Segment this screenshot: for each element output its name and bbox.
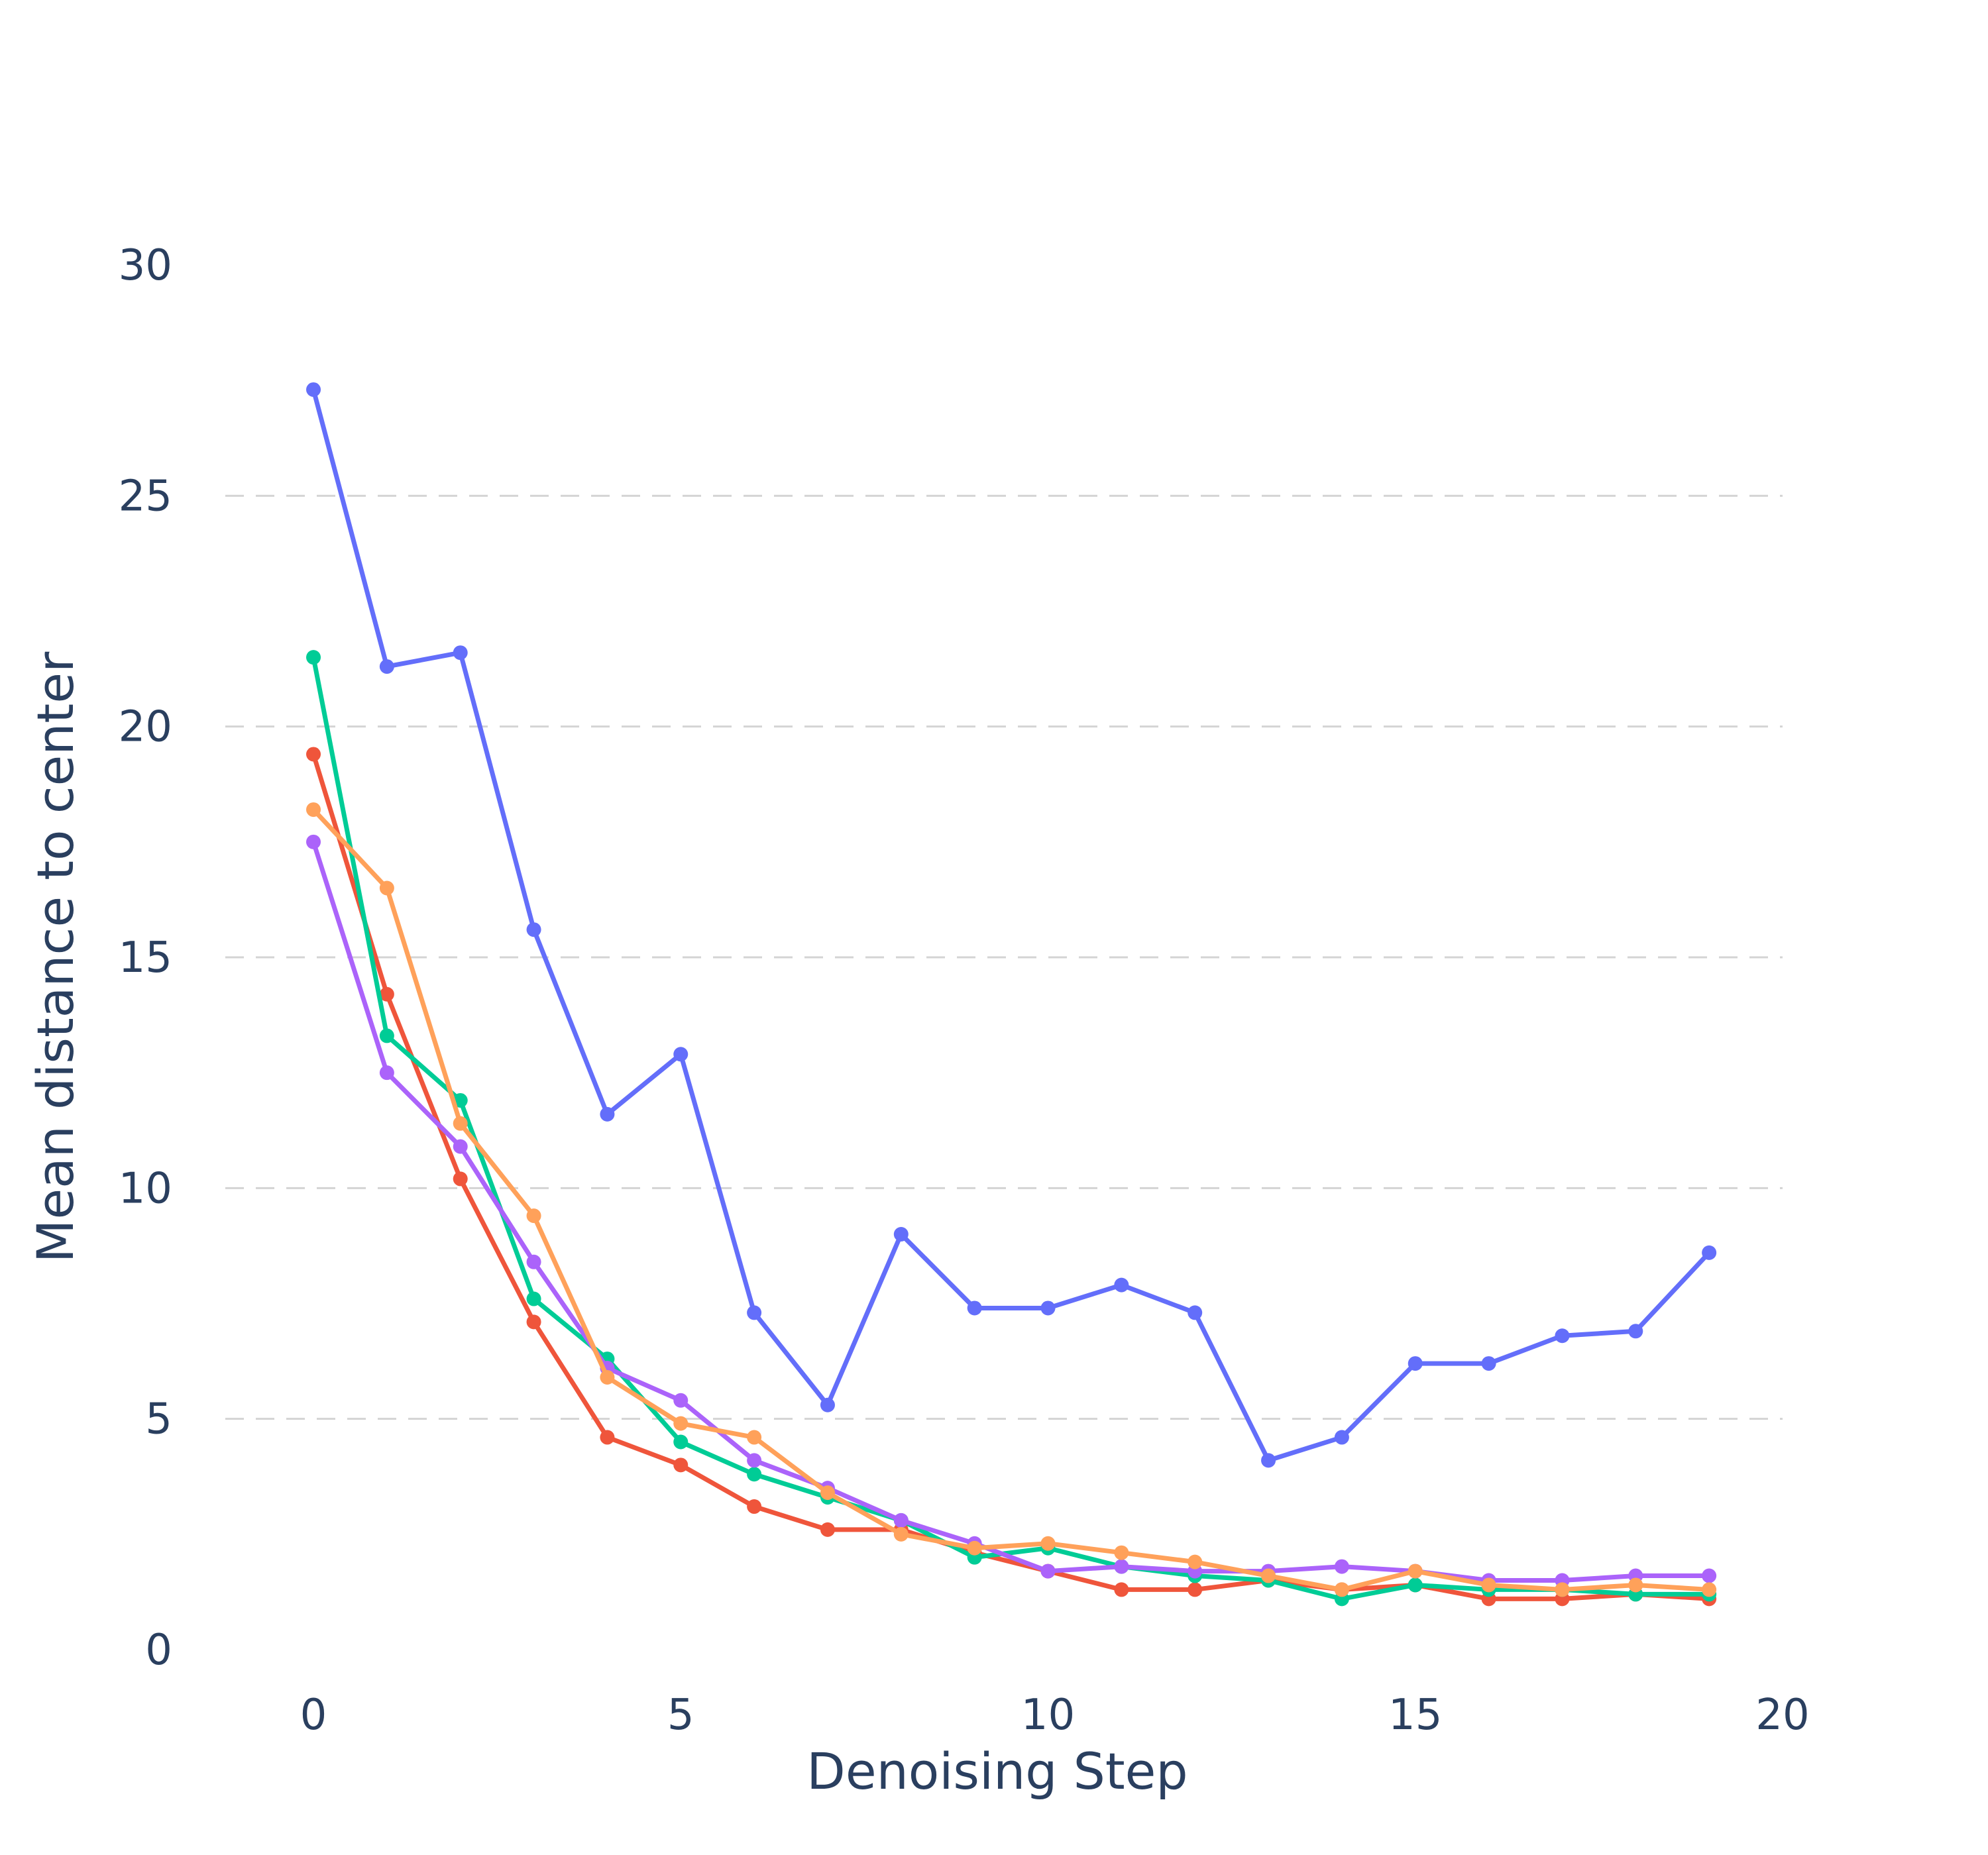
data-point <box>967 1540 982 1556</box>
data-point <box>306 747 321 762</box>
data-point <box>453 1171 468 1187</box>
data-point <box>673 1047 689 1062</box>
series-line <box>311 807 1712 1592</box>
x-tick-labels: 0 5 10 15 20 <box>300 1691 1810 1740</box>
data-point <box>1040 1536 1056 1551</box>
data-point <box>1114 1545 1129 1560</box>
data-point <box>1408 1356 1423 1371</box>
data-point <box>526 1314 541 1330</box>
data-point <box>379 659 394 674</box>
series-line <box>311 751 1712 1601</box>
data-point <box>820 1522 835 1537</box>
data-point <box>1702 1245 1717 1260</box>
data-point <box>600 1430 615 1445</box>
data-point <box>1702 1568 1717 1583</box>
data-point <box>379 1065 394 1081</box>
data-point <box>1040 1564 1056 1579</box>
data-point <box>453 1139 468 1154</box>
series-group <box>306 382 1717 1607</box>
y-tick-label: 30 <box>119 241 172 290</box>
data-point <box>1261 1453 1276 1468</box>
x-tick-label: 0 <box>300 1691 327 1740</box>
data-point <box>1555 1328 1570 1344</box>
data-point <box>600 1106 615 1122</box>
x-tick-label: 20 <box>1755 1691 1809 1740</box>
data-point <box>1334 1430 1349 1445</box>
data-point <box>747 1305 762 1320</box>
data-point <box>893 1512 909 1528</box>
x-tick-label: 5 <box>667 1691 694 1740</box>
x-tick-label: 15 <box>1388 1691 1442 1740</box>
series-line <box>311 387 1712 1463</box>
y-axis-title: Mean distance to center <box>26 651 85 1263</box>
data-point <box>1187 1554 1203 1569</box>
data-point <box>379 880 394 896</box>
data-point <box>1628 1577 1643 1593</box>
series-1 <box>306 382 1717 1468</box>
y-tick-label: 0 <box>145 1626 172 1675</box>
series-line <box>311 839 1712 1583</box>
data-point <box>526 922 541 937</box>
series-line <box>311 655 1712 1601</box>
series-5 <box>306 802 1717 1597</box>
data-point <box>526 1208 541 1224</box>
data-point <box>379 1028 394 1043</box>
y-tick-labels: 0 5 10 15 20 25 30 <box>119 241 172 1675</box>
data-point <box>526 1254 541 1269</box>
data-point <box>1408 1577 1423 1593</box>
data-point <box>600 1369 615 1385</box>
data-point <box>673 1434 689 1450</box>
data-point <box>820 1485 835 1501</box>
data-point <box>1334 1582 1349 1597</box>
data-point <box>1114 1277 1129 1293</box>
data-point <box>967 1300 982 1316</box>
data-point <box>526 1291 541 1306</box>
data-point <box>1040 1300 1056 1316</box>
data-point <box>306 834 321 849</box>
data-point <box>1555 1582 1570 1597</box>
data-point <box>1481 1356 1496 1371</box>
data-point <box>747 1430 762 1445</box>
data-point <box>1628 1324 1643 1339</box>
data-point <box>379 986 394 1002</box>
x-axis-title: Denoising Step <box>806 1742 1187 1801</box>
y-tick-label: 15 <box>119 933 172 982</box>
data-point <box>306 382 321 398</box>
data-point <box>1702 1582 1717 1597</box>
y-tick-label: 5 <box>145 1395 172 1444</box>
data-point <box>673 1458 689 1473</box>
data-point <box>893 1526 909 1542</box>
data-point <box>1408 1564 1423 1579</box>
data-point <box>1114 1559 1129 1574</box>
data-point <box>820 1397 835 1412</box>
data-point <box>1261 1568 1276 1583</box>
data-point <box>453 1116 468 1131</box>
y-tick-label: 10 <box>119 1164 172 1213</box>
y-tick-label: 25 <box>119 472 172 521</box>
data-point <box>747 1467 762 1482</box>
data-point <box>893 1227 909 1242</box>
data-point <box>673 1393 689 1408</box>
data-point <box>747 1453 762 1468</box>
data-point <box>306 650 321 665</box>
data-point <box>1187 1582 1203 1597</box>
x-tick-label: 10 <box>1021 1691 1075 1740</box>
data-point <box>1187 1305 1203 1320</box>
data-point <box>673 1416 689 1431</box>
data-point <box>306 802 321 818</box>
data-point <box>747 1499 762 1514</box>
data-point <box>1334 1559 1349 1574</box>
data-point <box>1114 1582 1129 1597</box>
data-point <box>1481 1577 1496 1593</box>
y-tick-label: 20 <box>119 703 172 752</box>
data-point <box>453 645 468 661</box>
